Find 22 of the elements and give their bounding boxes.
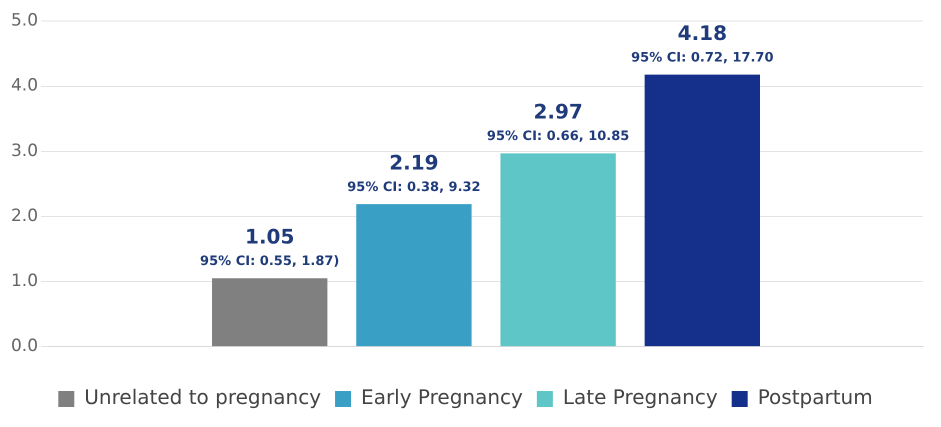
annotation: 95% CI: 0.66, 10.85 <box>486 129 630 144</box>
data-label: 2.97 <box>533 100 583 124</box>
data-label: 2.19 <box>389 150 439 174</box>
annotation: 95% CI: 0.72, 17.70 <box>631 50 774 66</box>
bar <box>212 278 328 346</box>
data-label: 1.05 <box>245 224 294 248</box>
bar <box>644 74 760 346</box>
legend-label: Early Pregnancy <box>361 385 524 410</box>
annotation: 95% CI: 0.38, 9.32 <box>347 180 481 195</box>
bar <box>356 204 472 346</box>
y-tick-label: 3.0 <box>10 140 38 161</box>
annotation: 95% CI: 0.55, 1.87) <box>200 254 340 270</box>
y-tick-label: 2.0 <box>10 206 38 226</box>
y-tick-label: 1.0 <box>10 270 38 291</box>
legend-label: Unrelated to pregnancy <box>84 385 322 410</box>
y-tick-label: 5.0 <box>10 10 38 31</box>
y-tick-label: 4.0 <box>10 76 38 96</box>
bar <box>500 153 616 346</box>
legend-label: Late Pregnancy <box>562 385 718 410</box>
legend-label: Postpartum <box>758 385 873 410</box>
data-label: 4.18 <box>678 20 728 45</box>
y-tick-label: 0.0 <box>10 336 38 356</box>
